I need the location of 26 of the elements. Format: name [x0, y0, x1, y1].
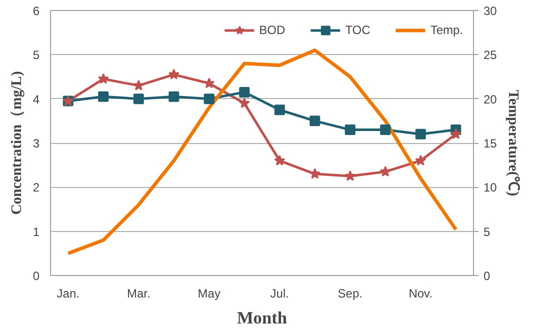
x-axis-title: Month	[236, 308, 288, 328]
y2-tick-label: 5	[484, 224, 490, 239]
y2-tick-label: 0	[484, 269, 490, 283]
x-tick-label: May	[198, 286, 220, 300]
y-tick-label: 1	[32, 224, 40, 239]
legend-label: TOC	[345, 23, 370, 37]
x-tick-label: Nov.	[408, 286, 433, 300]
y2-tick-label: 25	[484, 48, 498, 62]
x-tick-label: Jul.	[270, 286, 289, 300]
legend-label: Temp.	[430, 23, 463, 37]
legend-label: BOD	[259, 23, 286, 37]
y2-tick-label: 15	[484, 136, 498, 150]
y-tick-label: 2	[32, 180, 40, 195]
y-tick-label: 3	[32, 136, 40, 150]
y-tick-label: 0	[32, 269, 40, 283]
y2-tick-label: 10	[484, 180, 498, 195]
x-tick-label: Jan.	[56, 286, 80, 300]
y-tick-label: 5	[32, 48, 40, 62]
y-tick-label: 4	[32, 92, 40, 106]
y2-tick-label: 30	[484, 4, 498, 18]
x-tick-label: Sep.	[338, 286, 362, 300]
y2-axis-title: Temperature(℃)	[504, 90, 521, 196]
y-axis-title: Concentration（mg/L)	[8, 71, 25, 215]
y-tick-label: 6	[32, 4, 40, 18]
x-tick-label: Mar.	[126, 286, 150, 300]
y2-tick-label: 20	[484, 92, 498, 106]
